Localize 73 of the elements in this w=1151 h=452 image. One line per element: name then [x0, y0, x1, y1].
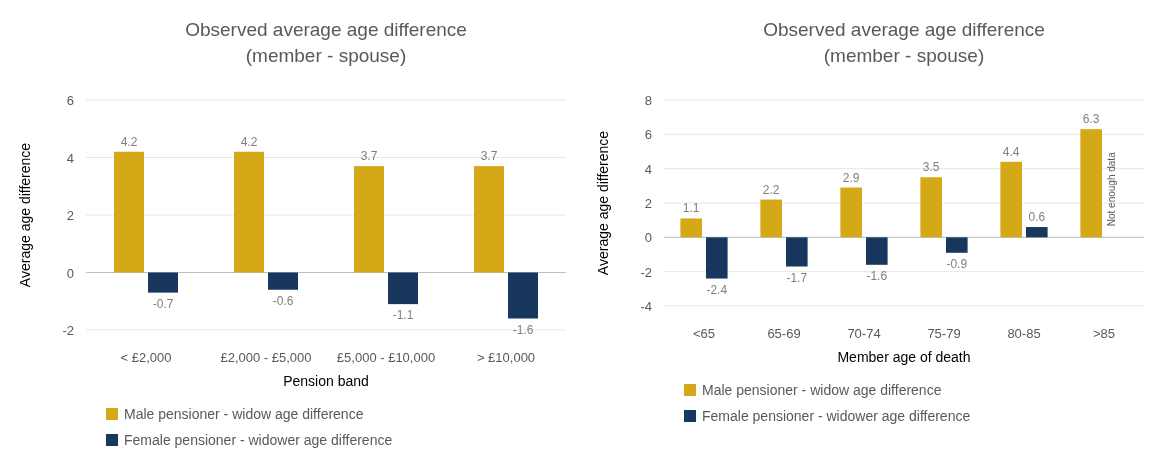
y-tick-label: 6 [644, 127, 652, 143]
data-label: -2.4 [706, 282, 728, 297]
bar [388, 272, 418, 305]
y-tick-label: 0 [66, 265, 74, 281]
data-label: 2.2 [762, 182, 780, 197]
x-axis-title: Pension band [283, 373, 369, 389]
chart-title: Observed average age difference [763, 19, 1045, 40]
data-label: 0.6 [1028, 210, 1046, 225]
y-tick-label: 6 [66, 93, 74, 108]
x-tick-label: £5,000 - £10,000 [336, 350, 436, 365]
bar [680, 218, 702, 238]
data-label: -0.7 [152, 296, 174, 311]
y-tick-label: 8 [644, 93, 652, 108]
legend-label: Male pensioner - widow age difference [124, 406, 364, 422]
bar [234, 151, 264, 273]
x-tick-label: 75-79 [927, 326, 961, 341]
bar [920, 177, 942, 238]
y-tick-label: 4 [66, 150, 74, 166]
y-tick-label: 4 [644, 161, 652, 177]
legend-label: Female pensioner - widower age difference [702, 408, 971, 424]
x-tick-label: > £10,000 [476, 350, 536, 365]
y-tick-label: -4 [640, 299, 652, 314]
x-tick-label: >85 [1092, 326, 1116, 341]
data-label: 4.2 [240, 134, 258, 149]
data-label: 4.2 [120, 134, 138, 149]
y-axis-title: Average age difference [595, 130, 611, 276]
x-axis-title: Member age of death [837, 349, 971, 365]
bar [1026, 227, 1048, 238]
bar [786, 237, 808, 267]
bar [840, 187, 862, 238]
data-label: -1.6 [866, 268, 888, 283]
bar [508, 272, 538, 319]
bar [1000, 161, 1022, 238]
data-label: 3.7 [480, 149, 498, 164]
bar [760, 199, 782, 238]
chart-subtitle: (member - spouse) [245, 45, 407, 66]
x-tick-label: 80-85 [1007, 326, 1041, 341]
bar [866, 237, 888, 265]
annotation: Not enough data [1105, 151, 1117, 227]
x-tick-label: 65-69 [767, 326, 801, 341]
data-label: -0.6 [272, 293, 294, 308]
y-tick-label: 0 [644, 230, 652, 246]
bar [354, 166, 384, 273]
y-tick-label: 2 [66, 208, 74, 223]
data-label: 2.9 [842, 170, 860, 185]
chart-title: Observed average age difference [185, 19, 467, 40]
bar [148, 272, 178, 293]
x-tick-label: < £2,000 [120, 350, 172, 365]
data-label: -1.7 [786, 270, 808, 285]
bar [474, 166, 504, 273]
bar [268, 272, 298, 290]
data-label: -1.6 [512, 322, 534, 337]
bar [706, 237, 728, 279]
legend-label: Male pensioner - widow age difference [702, 382, 942, 398]
x-tick-label: <65 [692, 326, 716, 341]
y-axis-title: Average age difference [17, 142, 33, 288]
bar [1080, 129, 1102, 238]
y-tick-label: 2 [644, 196, 652, 211]
data-label: -0.9 [946, 256, 968, 271]
data-label: 3.5 [922, 160, 940, 175]
data-label: 4.4 [1002, 144, 1020, 159]
legend-label: Female pensioner - widower age difference [124, 432, 393, 448]
data-label: 3.7 [360, 149, 378, 164]
bar [114, 151, 144, 273]
y-tick-label: -2 [640, 264, 652, 280]
data-label: 6.3 [1082, 112, 1100, 127]
data-label: -1.1 [392, 308, 414, 323]
x-tick-label: 70-74 [847, 326, 881, 341]
bar [946, 237, 968, 253]
y-tick-label: -2 [62, 323, 74, 338]
data-label: 1.1 [682, 201, 700, 216]
chart-subtitle: (member - spouse) [823, 45, 985, 66]
x-tick-label: £2,000 - £5,000 [220, 350, 312, 365]
